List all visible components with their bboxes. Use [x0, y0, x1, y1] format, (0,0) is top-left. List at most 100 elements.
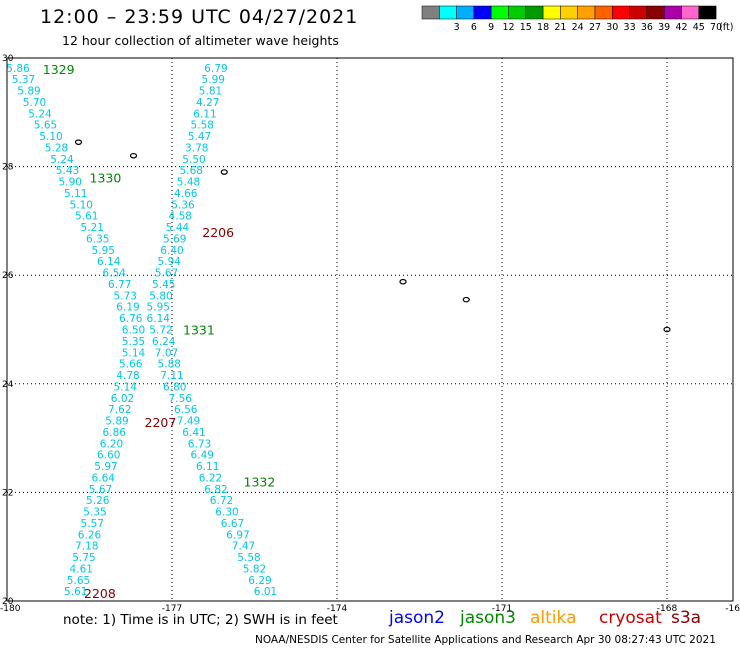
swh-value: 5.65 — [34, 120, 57, 132]
swh-value: 5.80 — [149, 290, 172, 302]
island-outline — [663, 326, 671, 333]
satellite-name-altika: altika — [530, 608, 577, 628]
swh-value: 5.24 — [50, 154, 74, 166]
lon-tick-label: -174 — [327, 604, 348, 614]
swh-value: 6.11 — [193, 108, 216, 120]
swh-value: 3.78 — [185, 142, 208, 154]
legend-swatch — [612, 5, 630, 20]
pass-time-label: 1332 — [244, 475, 276, 490]
swh-value: 5.73 — [114, 290, 137, 302]
swh-value: 5.81 — [199, 86, 222, 98]
legend-tick-label: 70 — [710, 22, 722, 33]
lon-tick-label: -180 — [0, 604, 21, 614]
swh-value: 6.20 — [100, 438, 123, 450]
satellite-name-s3a: s3a — [671, 608, 702, 628]
map-frame — [6, 57, 734, 602]
swh-value: 6.40 — [160, 245, 183, 257]
swh-value: 5.14 — [114, 381, 138, 393]
swh-value: 5.89 — [17, 86, 40, 98]
swh-value: 5.58 — [191, 120, 214, 132]
swh-value: 6.35 — [86, 233, 109, 245]
swh-value: 5.67 — [155, 268, 178, 280]
legend-tick-label: 39 — [658, 22, 670, 33]
lon-tick-label: -171 — [492, 604, 512, 614]
swh-value: 5.47 — [188, 131, 211, 143]
swh-value: 6.86 — [103, 427, 127, 439]
swh-value: 6.14 — [147, 313, 171, 325]
swh-value: 4.61 — [70, 563, 93, 575]
swh-value: 6.22 — [199, 472, 222, 484]
swh-value: 5.72 — [149, 325, 172, 337]
legend-tick-label: 42 — [675, 22, 687, 33]
legend-tick-label: 12 — [502, 22, 514, 33]
map-title: 12:00 – 23:59 UTC 04/27/2021 — [40, 6, 359, 28]
lat-tick-label: 30 — [2, 54, 14, 64]
swh-value: 5.94 — [158, 256, 182, 268]
swh-value: 4.78 — [116, 370, 139, 382]
legend-swatch — [490, 5, 509, 20]
swh-value: 5.67 — [89, 484, 112, 496]
swh-value: 5.24 — [28, 108, 52, 120]
legend-swatch — [508, 5, 527, 20]
swh-value: 5.44 — [166, 222, 190, 234]
lon-tick-label: -177 — [162, 604, 182, 614]
swh-value: 6.29 — [248, 575, 271, 587]
swh-value: 5.14 — [122, 347, 146, 359]
swh-value: 6.26 — [78, 529, 102, 541]
swh-value: 6.60 — [97, 450, 120, 462]
swh-value: 6.56 — [174, 404, 198, 416]
credit-line: NOAA/NESDIS Center for Satellite Applica… — [255, 634, 716, 646]
swh-value: 4.58 — [169, 211, 192, 223]
lat-tick-label: 28 — [2, 163, 14, 173]
pass-time-label: 1330 — [90, 170, 122, 185]
pass-time-label: 1331 — [183, 323, 215, 338]
lat-tick-label: 24 — [2, 380, 14, 390]
swh-value: 7.49 — [177, 416, 200, 428]
swh-value: 6.02 — [111, 393, 134, 405]
legend-swatch — [577, 5, 596, 20]
swh-value: 6.14 — [97, 256, 121, 268]
swh-value: 6.76 — [119, 313, 143, 325]
lat-tick-label: 26 — [2, 271, 14, 281]
swh-value: 5.89 — [105, 416, 128, 428]
pass-time-labels: 1329 1330 2206 1331 2207 1332 2208 — [43, 62, 276, 601]
swh-value: 5.68 — [180, 165, 203, 177]
swh-value: 5.65 — [67, 575, 90, 587]
legend-tick-label: 21 — [554, 22, 566, 33]
island-outline — [220, 169, 228, 175]
swh-value: 6.30 — [215, 507, 238, 519]
swh-value: 5.28 — [45, 142, 68, 154]
legend-tick-label: 27 — [589, 22, 601, 33]
swh-value: 6.73 — [188, 438, 211, 450]
legend-swatch — [560, 5, 578, 20]
color-legend: 3 6 9 12 15 18 21 24 27 30 33 36 39 42 45 70(ft) — [421, 5, 733, 33]
island-outline — [399, 278, 407, 285]
legend-swatch — [439, 5, 457, 20]
island-outline — [129, 152, 138, 159]
swh-value: 5.43 — [56, 165, 79, 177]
swh-value: 5.66 — [119, 359, 143, 371]
swh-value: 6.11 — [196, 461, 219, 473]
swh-value: 6.41 — [182, 427, 205, 439]
island-outline — [74, 139, 83, 145]
swh-value: 5.26 — [86, 495, 110, 507]
legend-swatch — [525, 5, 544, 20]
swh-value: 6.72 — [210, 495, 233, 507]
swh-value: 7.18 — [75, 541, 98, 553]
swh-value: 6.01 — [254, 586, 277, 598]
swh-value: 5.21 — [81, 222, 104, 234]
lat-tick-label: 22 — [2, 488, 13, 498]
legend-swatch — [473, 5, 492, 20]
legend-tick-label: 3 — [454, 22, 460, 33]
swh-value: 5.70 — [23, 97, 46, 109]
swh-value: 5.45 — [152, 279, 175, 291]
pass-time-label: 2207 — [145, 415, 177, 430]
swh-value: 5.82 — [243, 563, 266, 575]
legend-swatch — [594, 5, 613, 20]
axis-tick-labels: 30 28 26 24 22 20-180 -177 -174 -171 -168 -16 — [0, 54, 740, 614]
swh-value: 5.50 — [182, 154, 205, 166]
pass-time-label: 2206 — [202, 225, 234, 240]
pass-time-label: 2208 — [84, 586, 116, 601]
satellite-name-cryosat: cryosat — [599, 608, 662, 628]
satellite-name-jason3: jason3 — [460, 608, 516, 628]
